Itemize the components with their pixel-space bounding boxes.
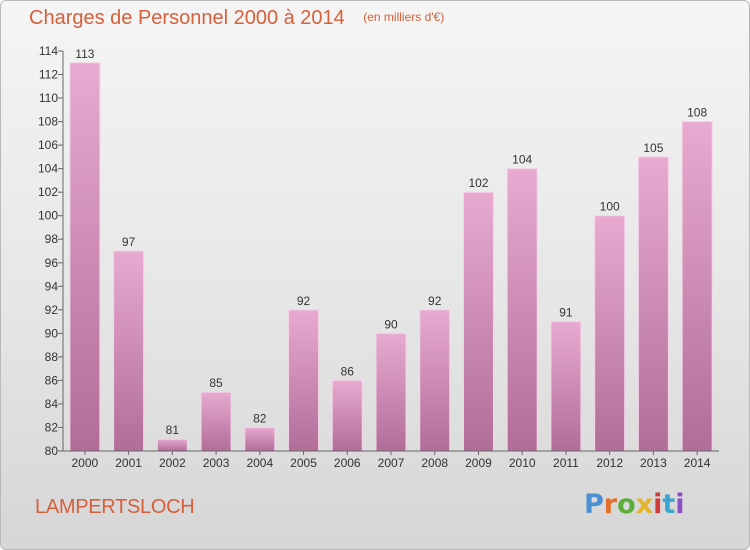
bar-2005	[288, 309, 320, 452]
y-tick-label: 108	[38, 115, 58, 129]
x-tick-label-2008: 2008	[421, 456, 448, 470]
y-tick-label: 92	[45, 303, 59, 317]
bar-2012	[594, 215, 626, 452]
bar-2003	[200, 391, 232, 452]
y-tick-label: 110	[39, 91, 58, 105]
bar-2009	[462, 191, 494, 452]
y-tick-label: 80	[45, 444, 59, 458]
logo-letter: o	[617, 489, 636, 520]
x-tick-label-2001: 2001	[115, 456, 142, 470]
bar-2002	[156, 438, 188, 452]
proxiti-logo[interactable]: Proxiti	[584, 489, 685, 520]
y-tick-label: 100	[38, 209, 58, 223]
data-label-2007: 90	[384, 317, 398, 331]
logo-letter: t	[662, 489, 676, 520]
logo-letter: i	[675, 489, 685, 520]
y-tick-label: 88	[45, 350, 59, 364]
data-label-2011: 91	[559, 306, 573, 320]
data-label-2013: 105	[643, 141, 663, 155]
data-label-2003: 85	[209, 376, 223, 390]
y-tick-label: 84	[45, 397, 59, 411]
chart-subtitle: (en milliers d'€)	[363, 10, 445, 24]
data-label-2012: 100	[600, 200, 620, 214]
y-tick-label: 96	[45, 256, 59, 270]
logo-letter: x	[635, 489, 654, 520]
x-tick-label-2014: 2014	[684, 456, 711, 470]
logo-letter: i	[653, 489, 663, 520]
data-label-2009: 102	[468, 176, 488, 190]
logo-letter: r	[603, 489, 618, 520]
data-label-2000: 113	[75, 47, 94, 61]
y-tick-label: 86	[45, 373, 59, 387]
x-tick-label-2009: 2009	[465, 456, 492, 470]
bar-2004	[244, 426, 276, 452]
x-tick-label-2003: 2003	[203, 456, 230, 470]
bar-2014	[681, 121, 713, 452]
x-tick-label-2010: 2010	[509, 456, 536, 470]
bar-2000	[69, 62, 101, 452]
x-tick-label-2006: 2006	[334, 456, 361, 470]
data-label-2006: 86	[341, 364, 355, 378]
bar-2001	[113, 250, 145, 452]
bar-2006	[331, 379, 363, 452]
y-tick-label: 114	[39, 44, 58, 58]
y-tick-label: 94	[45, 279, 59, 293]
chart-title: Charges de Personnel 2000 à 2014	[29, 7, 345, 29]
bar-2008	[419, 309, 451, 452]
x-tick-label-2013: 2013	[640, 456, 667, 470]
bars-group: 113 97 81 85 82 92 86 90 92 102 104 91 100 105 108	[69, 47, 713, 452]
bar-2010	[506, 168, 538, 452]
data-label-2014: 108	[687, 106, 707, 120]
x-axis: 2000 2001 2002 2003 2004 2005 2006 2007 2008 2009…	[63, 450, 719, 470]
commune-name: LAMPERTSLOCH	[35, 496, 195, 518]
data-label-2010: 104	[512, 153, 532, 167]
y-tick-label: 112	[39, 68, 58, 82]
y-tick-label: 106	[38, 138, 58, 152]
x-tick-label-2005: 2005	[290, 456, 317, 470]
bar-2011	[550, 321, 582, 452]
data-label-2004: 82	[253, 411, 267, 425]
data-label-2005: 92	[297, 294, 311, 308]
y-tick-label: 104	[38, 162, 58, 176]
x-tick-label-2000: 2000	[72, 456, 99, 470]
data-label-2001: 97	[122, 235, 136, 249]
bar-2013	[637, 156, 669, 452]
logo-letter: P	[584, 489, 604, 520]
x-tick-label-2002: 2002	[159, 456, 186, 470]
x-tick-label-2004: 2004	[246, 456, 273, 470]
y-tick-label: 102	[38, 185, 58, 199]
bar-2007	[375, 332, 407, 452]
x-tick-label-2012: 2012	[596, 456, 623, 470]
title-row: Charges de Personnel 2000 à 2014 (en mil…	[29, 7, 444, 30]
data-label-2002: 81	[166, 423, 180, 437]
y-tick-label: 82	[45, 420, 59, 434]
y-tick-label: 98	[45, 232, 59, 246]
y-axis: 80 82 84 86 88 90 92 94 96 98 100 102 104 106 108 110 11…	[38, 44, 64, 458]
y-tick-label: 90	[45, 326, 59, 340]
data-label-2008: 92	[428, 294, 442, 308]
x-tick-label-2011: 2011	[553, 456, 579, 470]
x-tick-label-2007: 2007	[378, 456, 405, 470]
